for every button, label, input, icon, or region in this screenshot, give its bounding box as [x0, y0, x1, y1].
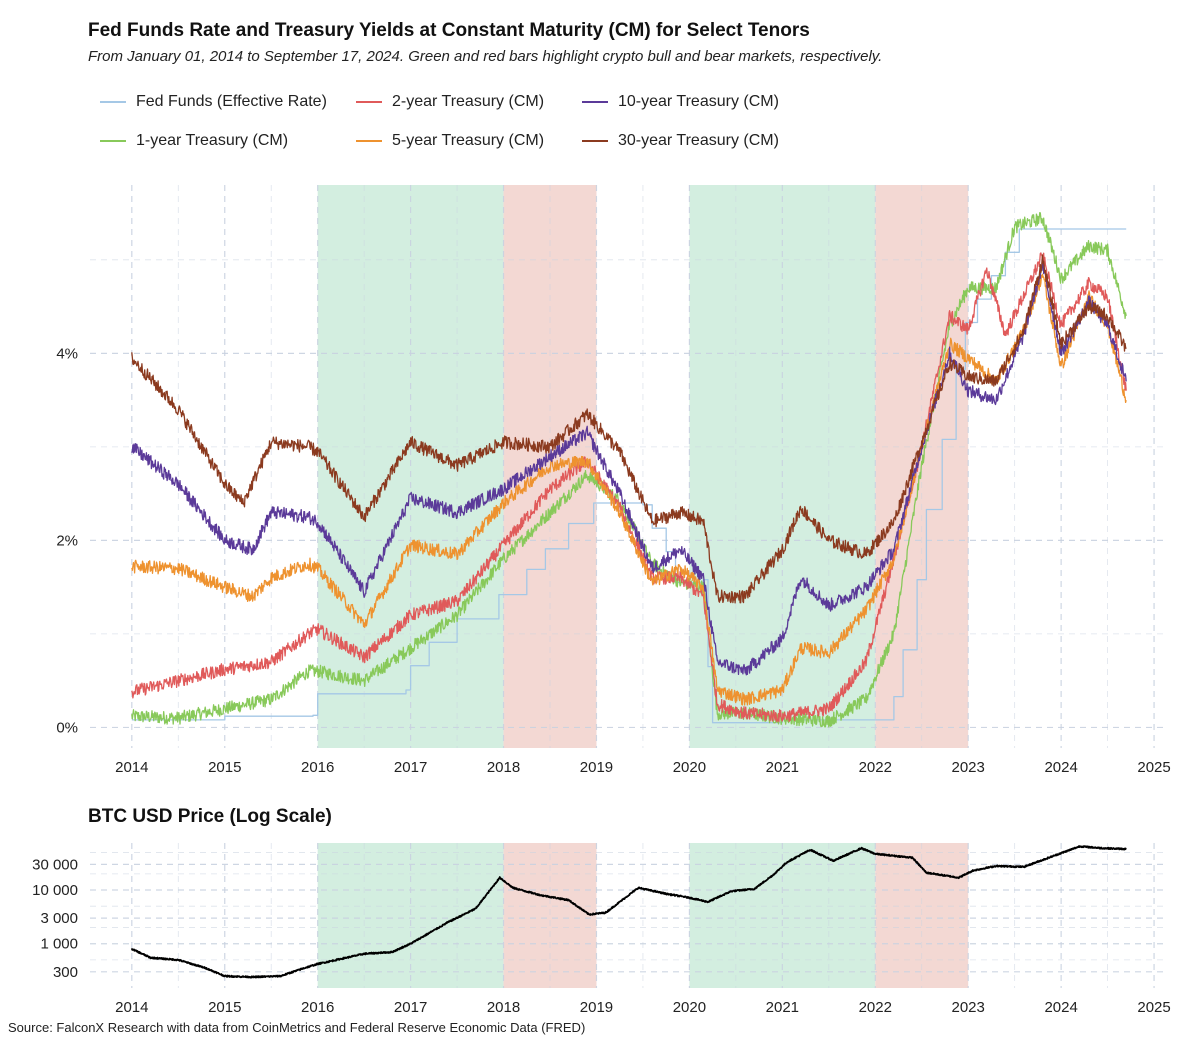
btc-chart-title: BTC USD Price (Log Scale) — [88, 806, 332, 827]
legend-swatch — [356, 140, 382, 142]
x-tick-label: 2015 — [208, 999, 241, 1016]
x-tick-label: 2024 — [1044, 999, 1077, 1016]
legend-swatch — [582, 101, 608, 103]
y-tick-label: 2% — [56, 532, 78, 549]
legend-item: 10-year Treasury (CM) — [582, 91, 779, 113]
panel-0: 2014 2015 2016 2017 2018 2019 2020 2021 2022 2023… — [56, 185, 1171, 776]
y-tick-label: 0% — [56, 719, 78, 736]
legend-item: 2-year Treasury (CM) — [356, 91, 544, 113]
legend-label: 5-year Treasury (CM) — [392, 132, 545, 149]
x-tick-label: 2016 — [301, 999, 334, 1016]
series-line-5 — [131, 254, 1127, 604]
x-tick-label: 2014 — [115, 759, 148, 776]
x-tick-label: 2017 — [394, 759, 427, 776]
series-line-2 — [131, 252, 1127, 723]
x-tick-label: 2021 — [766, 759, 799, 776]
gridlines — [90, 185, 1168, 748]
x-tick-label: 2019 — [580, 759, 613, 776]
legend-swatch — [582, 140, 608, 142]
x-tick-label: 2022 — [859, 759, 892, 776]
legend-label: 30-year Treasury (CM) — [618, 132, 779, 149]
legend-item: 1-year Treasury (CM) — [100, 130, 288, 152]
x-tick-label: 2014 — [115, 999, 148, 1016]
legend-label: 10-year Treasury (CM) — [618, 93, 779, 110]
x-tick-label: 2023 — [952, 759, 985, 776]
y-tick-label: 4% — [56, 345, 78, 362]
y-tick-label: 1 000 — [40, 936, 78, 953]
x-tick-label: 2017 — [394, 999, 427, 1016]
y-tick-label: 300 — [53, 964, 78, 981]
x-tick-label: 2025 — [1137, 999, 1170, 1016]
x-tick-label: 2022 — [859, 999, 892, 1016]
legend-item: Fed Funds (Effective Rate) — [100, 91, 327, 113]
x-tick-label: 2020 — [673, 999, 706, 1016]
chart-subtitle: From January 01, 2014 to September 17, 2… — [88, 48, 883, 65]
legend-item: 30-year Treasury (CM) — [582, 130, 779, 152]
legend-swatch — [100, 140, 126, 142]
x-tick-label: 2018 — [487, 999, 520, 1016]
x-tick-label: 2016 — [301, 759, 334, 776]
y-tick-label: 10 000 — [32, 882, 78, 899]
source-note: Source: FalconX Research with data from … — [8, 1020, 586, 1035]
series-line-0 — [130, 845, 1127, 979]
x-tick-label: 2019 — [580, 999, 613, 1016]
legend-label: 1-year Treasury (CM) — [136, 132, 289, 149]
x-tick-label: 2015 — [208, 759, 241, 776]
x-tick-label: 2025 — [1137, 759, 1170, 776]
series-line-3 — [131, 273, 1127, 706]
legend-label: 2-year Treasury (CM) — [392, 93, 545, 110]
gridlines — [90, 843, 1168, 988]
y-tick-label: 3 000 — [40, 910, 78, 927]
series-line-1 — [131, 211, 1127, 728]
chart-title: Fed Funds Rate and Treasury Yields at Co… — [88, 20, 810, 41]
y-tick-label: 30 000 — [32, 856, 78, 873]
x-tick-label: 2020 — [673, 759, 706, 776]
x-tick-label: 2024 — [1044, 759, 1077, 776]
x-tick-label: 2021 — [766, 999, 799, 1016]
x-tick-label: 2018 — [487, 759, 520, 776]
series-line-4 — [131, 257, 1127, 676]
panel-1: 2014 2015 2016 2017 2018 2019 2020 2021 2022 2023… — [32, 843, 1171, 1016]
x-tick-label: 2023 — [952, 999, 985, 1016]
legend-swatch — [356, 101, 382, 103]
legend-item: 5-year Treasury (CM) — [356, 130, 544, 152]
legend-label: Fed Funds (Effective Rate) — [136, 93, 327, 110]
legend-swatch — [100, 101, 126, 103]
